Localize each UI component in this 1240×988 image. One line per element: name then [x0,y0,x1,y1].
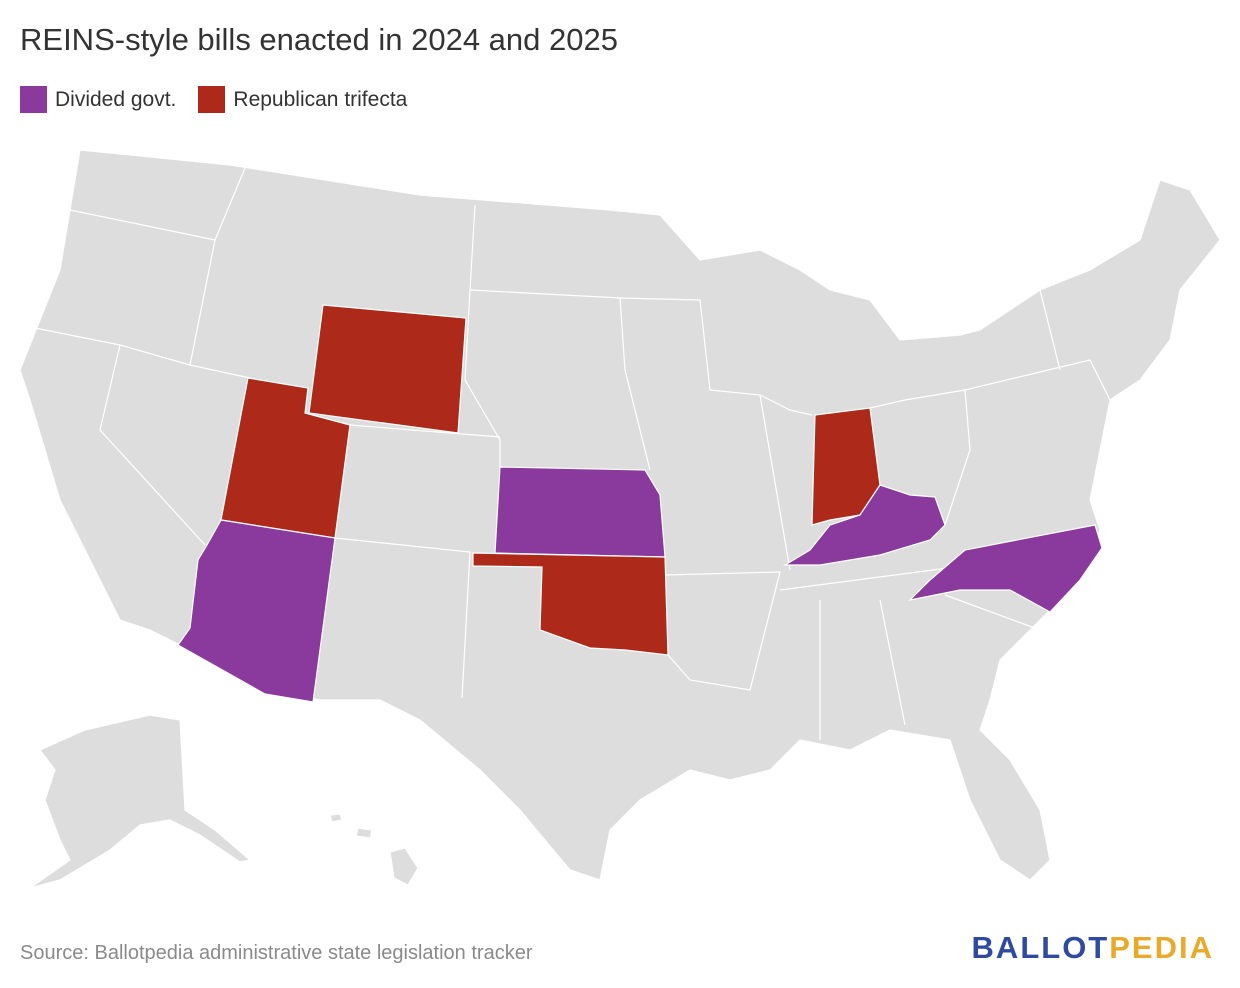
highlighted-state [308,304,467,434]
legend-item: Republican trifecta [198,86,407,113]
logo: BALLOTPEDIA [972,930,1214,966]
logo-text: PEDIA [1109,930,1214,965]
highlighted-state [472,552,669,656]
legend-item: Divided govt. [20,86,176,113]
highlighted-state [177,519,336,703]
map [19,149,1221,889]
highlighted-state [908,524,1103,613]
title: REINS-style bills enacted in 2024 and 20… [20,22,618,57]
hawaii [389,847,419,886]
state-borders [19,167,1111,740]
legend: Divided govt. Republican trifecta [20,86,407,113]
alaska [29,714,252,889]
hawaii [355,827,373,839]
hawaii [329,813,343,823]
legend-swatch [198,86,226,113]
legend-swatch [20,86,47,113]
legend-label: Republican trifecta [233,87,408,111]
highlighted-state [782,484,946,566]
logo-text: BALLOT [971,930,1110,965]
source: Source: Ballotpedia administrative state… [20,942,533,964]
legend-label: Divided govt. [55,87,177,111]
highlighted-state [494,466,666,558]
